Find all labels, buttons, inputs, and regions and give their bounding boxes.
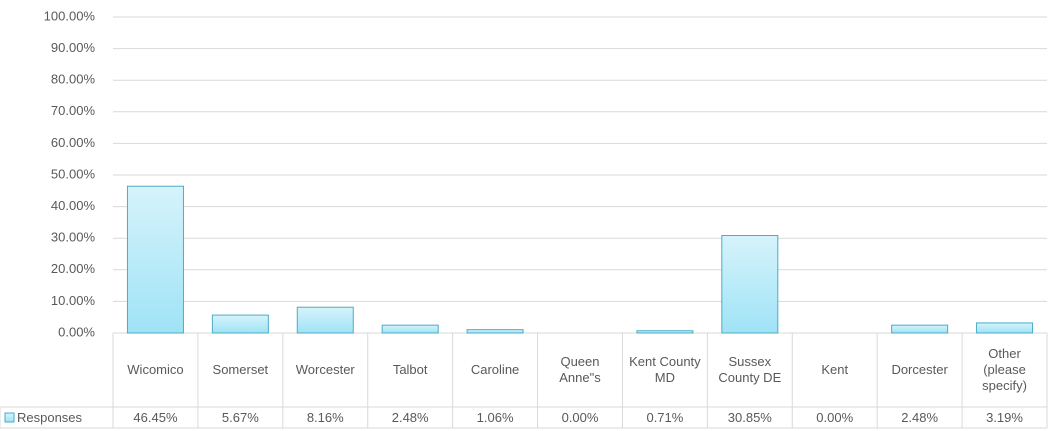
legend-swatch: [4, 412, 15, 423]
x-tick-label: Somerset: [212, 362, 269, 377]
category-cell: Talbot: [368, 333, 453, 407]
category-cell: Queen Anne"s: [538, 333, 623, 407]
y-tick-label: 70.00%: [51, 103, 96, 118]
bar: [381, 324, 439, 334]
y-tick-label: 10.00%: [51, 293, 96, 308]
y-tick-label: 30.00%: [51, 230, 96, 245]
bar: [296, 306, 354, 334]
x-tick-label: Dorcester: [891, 362, 948, 377]
category-cell: Sussex County DE: [707, 333, 792, 407]
category-cell: Wicomico: [113, 333, 198, 407]
x-tick-label: Sussex County DE: [718, 354, 782, 385]
bar: [126, 185, 184, 334]
category-cell: Sussex County DE: [707, 333, 792, 407]
category-cell: Worcester: [283, 333, 368, 407]
y-tick-label: 20.00%: [51, 261, 96, 276]
y-tick-label: 60.00%: [51, 135, 96, 150]
value-label: 0.00%: [562, 410, 599, 425]
x-tick-label: Worcester: [295, 362, 355, 377]
x-tick-label: Queen Anne"s: [559, 354, 601, 385]
y-tick-label: 0.00%: [58, 324, 95, 339]
x-tick-label: Talbot: [392, 362, 428, 377]
value-label: 3.19%: [986, 410, 1023, 425]
value-label: 8.16%: [307, 410, 344, 425]
legend-label: Responses: [17, 410, 83, 425]
category-cell: Kent: [792, 333, 877, 407]
category-cell: Wicomico: [113, 333, 198, 407]
value-label: 0.71%: [646, 410, 683, 425]
x-tick-label: Kent County MD: [629, 354, 701, 385]
category-cell: Caroline: [453, 333, 538, 407]
x-tick-label: Kent: [821, 362, 849, 377]
bar: [636, 330, 694, 334]
bar: [721, 235, 779, 334]
category-cell: Other (please specify): [962, 333, 1047, 407]
category-cell: Talbot: [368, 333, 453, 407]
value-label: 1.06%: [477, 410, 514, 425]
y-tick-label: 90.00%: [51, 40, 96, 55]
y-tick-label: 80.00%: [51, 72, 96, 87]
category-cell: Dorcester: [877, 333, 962, 407]
bar: [976, 322, 1034, 334]
bar: [891, 324, 949, 334]
x-tick-label: Other (please specify): [982, 346, 1027, 393]
bar: [211, 314, 269, 334]
y-tick-label: 50.00%: [51, 166, 96, 181]
category-cell: Caroline: [453, 333, 538, 407]
x-tick-label: Wicomico: [127, 362, 184, 377]
value-label: 30.85%: [728, 410, 773, 425]
category-cell: Dorcester: [877, 333, 962, 407]
value-label: 2.48%: [901, 410, 938, 425]
y-tick-label: 40.00%: [51, 198, 96, 213]
value-label: 46.45%: [133, 410, 178, 425]
value-label: 0.00%: [816, 410, 853, 425]
bar: [466, 329, 524, 334]
y-tick-label: 100.00%: [44, 8, 96, 23]
category-cell: Kent County MD: [622, 333, 707, 407]
category-cell: Other (please specify): [962, 333, 1047, 407]
category-cell: Somerset: [198, 333, 283, 407]
value-label: 5.67%: [222, 410, 259, 425]
x-tick-label: Caroline: [470, 362, 520, 377]
category-cell: Worcester: [283, 333, 368, 407]
category-cell: Kent County MD: [622, 333, 707, 407]
category-cell: Kent: [792, 333, 877, 407]
value-label: 2.48%: [392, 410, 429, 425]
category-cell: Somerset: [198, 333, 283, 407]
category-cell: Queen Anne"s: [538, 333, 623, 407]
